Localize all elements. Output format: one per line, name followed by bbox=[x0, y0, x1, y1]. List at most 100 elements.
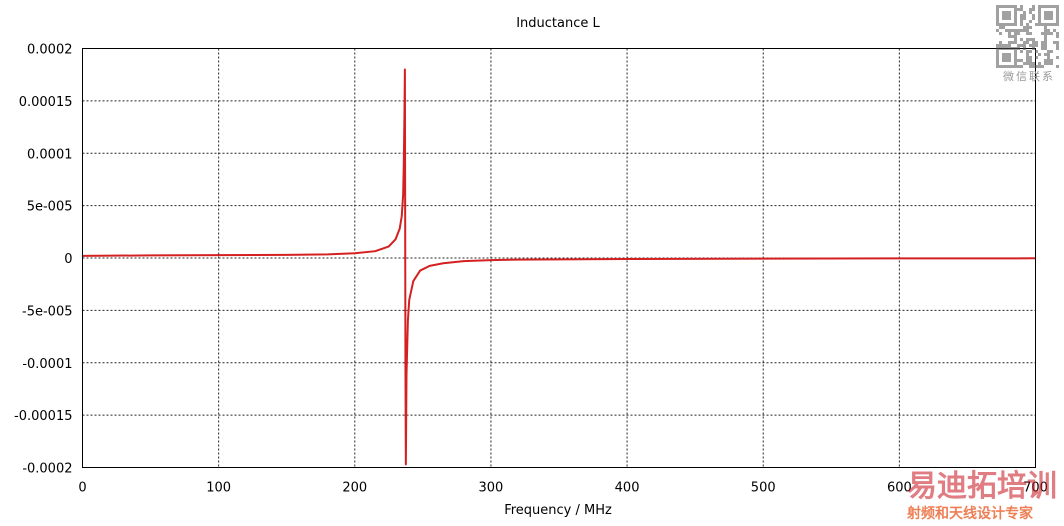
qr-module bbox=[1020, 20, 1023, 23]
x-tick-label: 300 bbox=[479, 481, 504, 496]
qr-module bbox=[1026, 41, 1029, 44]
qr-module bbox=[1041, 44, 1044, 47]
qr-module bbox=[999, 5, 1002, 8]
qr-module bbox=[1026, 23, 1029, 26]
x-tick-label: 100 bbox=[206, 481, 231, 496]
qr-module bbox=[1050, 11, 1053, 14]
qr-module bbox=[1041, 65, 1044, 68]
qr-module bbox=[996, 14, 999, 17]
y-tick-label: -5e-005 bbox=[22, 304, 72, 319]
qr-module bbox=[999, 26, 1002, 29]
qr-module bbox=[1032, 5, 1035, 8]
qr-module bbox=[1029, 62, 1032, 65]
y-tick-label: 0.0002 bbox=[27, 43, 73, 58]
qr-module bbox=[1029, 11, 1032, 14]
qr-module bbox=[1050, 17, 1053, 20]
qr-module bbox=[1029, 44, 1032, 47]
qr-module bbox=[1011, 41, 1014, 44]
qr-module bbox=[1020, 50, 1023, 53]
qr-module bbox=[1032, 62, 1035, 65]
qr-module bbox=[1017, 47, 1020, 50]
qr-module bbox=[1038, 20, 1041, 23]
qr-module bbox=[1017, 32, 1020, 35]
qr-module bbox=[1041, 47, 1044, 50]
qr-module bbox=[1011, 65, 1014, 68]
qr-module bbox=[1014, 50, 1017, 53]
qr-module bbox=[1038, 53, 1041, 56]
qr-module bbox=[1026, 53, 1029, 56]
y-tick-label: 5e-005 bbox=[27, 200, 73, 215]
qr-module bbox=[1050, 5, 1053, 8]
qr-module bbox=[1044, 59, 1047, 62]
x-axis-label: Frequency / MHz bbox=[504, 503, 612, 518]
qr-module bbox=[1017, 59, 1020, 62]
qr-caption: 微信联系 bbox=[1003, 69, 1055, 83]
qr-module bbox=[1047, 50, 1050, 53]
qr-module bbox=[1005, 29, 1008, 32]
qr-module bbox=[1014, 41, 1017, 44]
qr-module bbox=[1047, 62, 1050, 65]
qr-module bbox=[996, 47, 999, 50]
qr-module bbox=[1056, 44, 1059, 47]
qr-module bbox=[1026, 56, 1029, 59]
qr-module bbox=[1047, 53, 1050, 56]
qr-module bbox=[1038, 62, 1041, 65]
qr-module bbox=[1032, 44, 1035, 47]
qr-module bbox=[1011, 35, 1014, 38]
qr-module bbox=[1050, 14, 1053, 17]
brand-tagline: 射频和天线设计专家 bbox=[906, 505, 1034, 522]
qr-module bbox=[1044, 14, 1047, 17]
qr-module bbox=[996, 8, 999, 11]
qr-module bbox=[1020, 5, 1023, 8]
x-tick-label: 500 bbox=[751, 481, 776, 496]
qr-module bbox=[1023, 14, 1026, 17]
qr-module bbox=[1044, 23, 1047, 26]
qr-module bbox=[1005, 47, 1008, 50]
qr-module bbox=[999, 65, 1002, 68]
qr-module bbox=[1044, 41, 1047, 44]
qr-module bbox=[1005, 11, 1008, 14]
qr-module bbox=[1032, 8, 1035, 11]
qr-module bbox=[1014, 11, 1017, 14]
qr-module bbox=[1023, 47, 1026, 50]
qr-code bbox=[996, 5, 1059, 68]
qr-module bbox=[1005, 17, 1008, 20]
qr-module bbox=[1047, 29, 1050, 32]
qr-module bbox=[1023, 62, 1026, 65]
qr-module bbox=[996, 65, 999, 68]
qr-module bbox=[1014, 47, 1017, 50]
qr-module bbox=[1047, 14, 1050, 17]
qr-module bbox=[1011, 47, 1014, 50]
qr-module bbox=[1023, 41, 1026, 44]
qr-module bbox=[1002, 44, 1005, 47]
qr-module bbox=[1020, 14, 1023, 17]
qr-module bbox=[1056, 8, 1059, 11]
qr-module bbox=[1020, 8, 1023, 11]
qr-module bbox=[1014, 17, 1017, 20]
x-tick-label: 0 bbox=[78, 481, 86, 496]
qr-module bbox=[996, 17, 999, 20]
qr-module bbox=[1035, 65, 1038, 68]
qr-module bbox=[1002, 14, 1005, 17]
qr-module bbox=[1017, 65, 1020, 68]
qr-module bbox=[999, 44, 1002, 47]
qr-module bbox=[1047, 11, 1050, 14]
qr-module bbox=[1035, 44, 1038, 47]
qr-module bbox=[996, 53, 999, 56]
qr-module bbox=[1035, 41, 1038, 44]
qr-module bbox=[1014, 20, 1017, 23]
qr-module bbox=[1029, 20, 1032, 23]
qr-module bbox=[1002, 17, 1005, 20]
qr-module bbox=[1050, 50, 1053, 53]
qr-module bbox=[1029, 32, 1032, 35]
qr-module bbox=[1038, 8, 1041, 11]
qr-module bbox=[1026, 38, 1029, 41]
qr-module bbox=[1044, 5, 1047, 8]
qr-module bbox=[1056, 11, 1059, 14]
qr-module bbox=[999, 41, 1002, 44]
qr-module bbox=[1002, 53, 1005, 56]
qr-module bbox=[1017, 29, 1020, 32]
qr-module bbox=[1014, 5, 1017, 8]
y-tick-label: 0 bbox=[64, 252, 72, 267]
qr-module bbox=[1008, 35, 1011, 38]
